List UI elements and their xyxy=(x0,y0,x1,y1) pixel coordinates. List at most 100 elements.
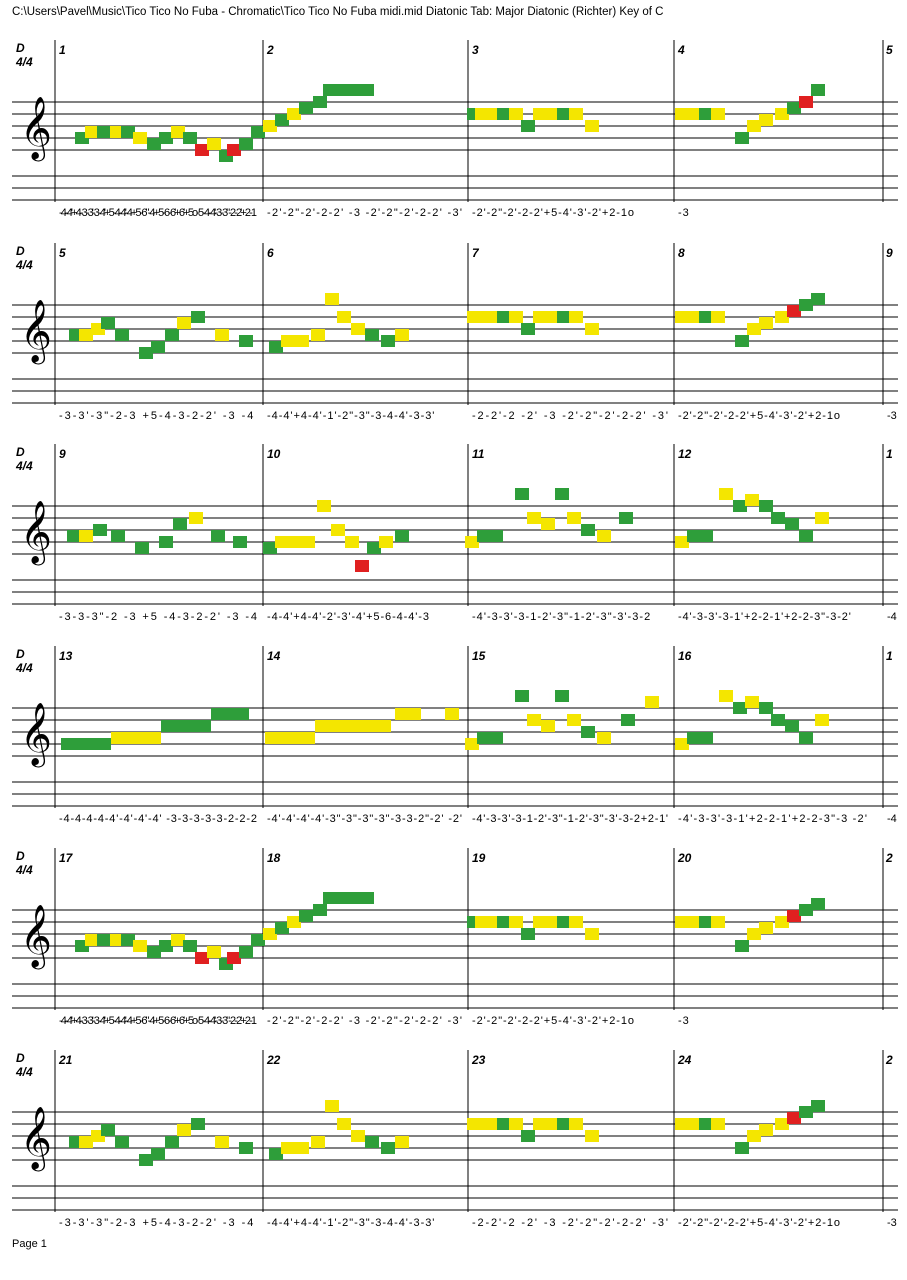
note-block xyxy=(211,530,225,542)
note-block xyxy=(527,714,541,726)
tab-notation: -2'-2"-2'-2-2' -3 -2'-2"-2'-2-2' -3' xyxy=(267,1015,462,1027)
note-block xyxy=(133,940,147,952)
note-block xyxy=(735,132,749,144)
note-block xyxy=(567,512,581,524)
note-block xyxy=(485,311,499,323)
note-block xyxy=(521,120,535,132)
measure-number: 18 xyxy=(267,851,281,865)
measure-number: 9 xyxy=(886,246,893,260)
measure-number: 14 xyxy=(267,649,281,663)
note-block xyxy=(775,1118,789,1130)
note-block xyxy=(336,892,350,904)
note-block xyxy=(251,126,265,138)
note-block xyxy=(233,536,247,548)
note-block xyxy=(379,536,393,548)
note-block xyxy=(759,114,773,126)
note-block xyxy=(111,530,125,542)
note-block xyxy=(67,530,81,542)
measure-number: 9 xyxy=(59,447,66,461)
note-block xyxy=(699,311,713,323)
note-block xyxy=(811,898,825,910)
measure-number: 16 xyxy=(678,649,692,663)
note-block xyxy=(97,934,111,946)
note-block xyxy=(699,1118,713,1130)
note-block xyxy=(171,934,185,946)
note-block xyxy=(745,494,759,506)
note-block xyxy=(799,530,813,542)
tab-notation: -4 xyxy=(887,611,897,623)
note-block xyxy=(365,329,379,341)
note-block xyxy=(585,1130,599,1142)
measure-number: 7 xyxy=(472,246,480,260)
note-block xyxy=(325,1100,339,1112)
note-block xyxy=(211,708,225,720)
note-block xyxy=(775,916,789,928)
tab-notation: -3 xyxy=(887,1217,897,1229)
time-signature: 4/4 xyxy=(15,258,33,272)
note-block xyxy=(533,916,547,928)
note-block xyxy=(85,126,99,138)
note-block xyxy=(515,488,529,500)
note-block xyxy=(497,1118,511,1130)
note-block xyxy=(509,916,523,928)
measure-number: 15 xyxy=(472,649,486,663)
tab-notation: -4'-3-3'-3-1-2'-3"-1-2'-3"-3'-3-2 xyxy=(472,611,650,623)
note-block xyxy=(313,96,327,108)
measure-number: 20 xyxy=(677,851,692,865)
note-block xyxy=(183,940,197,952)
note-block xyxy=(345,536,359,548)
note-block xyxy=(557,108,571,120)
measure-number: 1 xyxy=(59,43,66,57)
note-block xyxy=(569,108,583,120)
note-block xyxy=(687,732,701,744)
note-block xyxy=(675,108,689,120)
note-block xyxy=(557,916,571,928)
note-block xyxy=(465,738,479,750)
note-block xyxy=(675,311,689,323)
note-block xyxy=(323,84,337,96)
tab-notation: -4-4'+4-4'-1'-2"-3"-3-4-4'-3-3' xyxy=(267,410,434,422)
measure-number: 8 xyxy=(678,246,685,260)
note-block xyxy=(289,732,303,744)
note-block xyxy=(485,916,499,928)
note-block xyxy=(799,904,813,916)
note-block xyxy=(351,720,365,732)
note-block xyxy=(699,530,713,542)
note-block xyxy=(521,1130,535,1142)
measure-number: 1 xyxy=(886,649,893,663)
note-block xyxy=(759,500,773,512)
note-block xyxy=(311,329,325,341)
tab-notation: -4-4-4-4-4'-4'-4'-4' -3-3-3-3-3-2-2-2 xyxy=(59,813,257,825)
note-block xyxy=(521,928,535,940)
note-block xyxy=(239,946,253,958)
note-block xyxy=(787,1112,801,1124)
note-block xyxy=(787,102,801,114)
tab-notation: -2'-2"-2'-2-2'+5-4'-3'-2'+2-1o xyxy=(678,410,840,422)
note-block xyxy=(173,518,187,530)
note-block xyxy=(281,335,295,347)
measure-number: 3 xyxy=(472,43,479,57)
note-block xyxy=(557,311,571,323)
note-block xyxy=(621,714,635,726)
note-block xyxy=(165,1136,179,1148)
note-block xyxy=(541,720,555,732)
tab-notation: -4'-3-3'-3-1'+2-2-1'+2-2-3"-3-2' xyxy=(678,611,851,623)
note-block xyxy=(147,732,161,744)
tab-notation: -4 xyxy=(887,813,897,825)
note-block xyxy=(545,916,559,928)
note-block xyxy=(533,1118,547,1130)
note-block xyxy=(675,1118,689,1130)
note-block xyxy=(269,341,283,353)
tab-notation: -4-4'+4-4'-1'-2"-3"-3-4-4'-3-3' xyxy=(267,1217,434,1229)
note-block xyxy=(811,84,825,96)
note-block xyxy=(73,738,87,750)
note-block xyxy=(360,892,374,904)
note-block xyxy=(207,946,221,958)
note-block xyxy=(135,732,149,744)
key-label: D xyxy=(16,647,25,661)
note-block xyxy=(775,311,789,323)
note-block xyxy=(311,1136,325,1148)
note-block xyxy=(313,904,327,916)
tab-notation: -3 xyxy=(678,207,689,219)
note-block xyxy=(485,1118,499,1130)
